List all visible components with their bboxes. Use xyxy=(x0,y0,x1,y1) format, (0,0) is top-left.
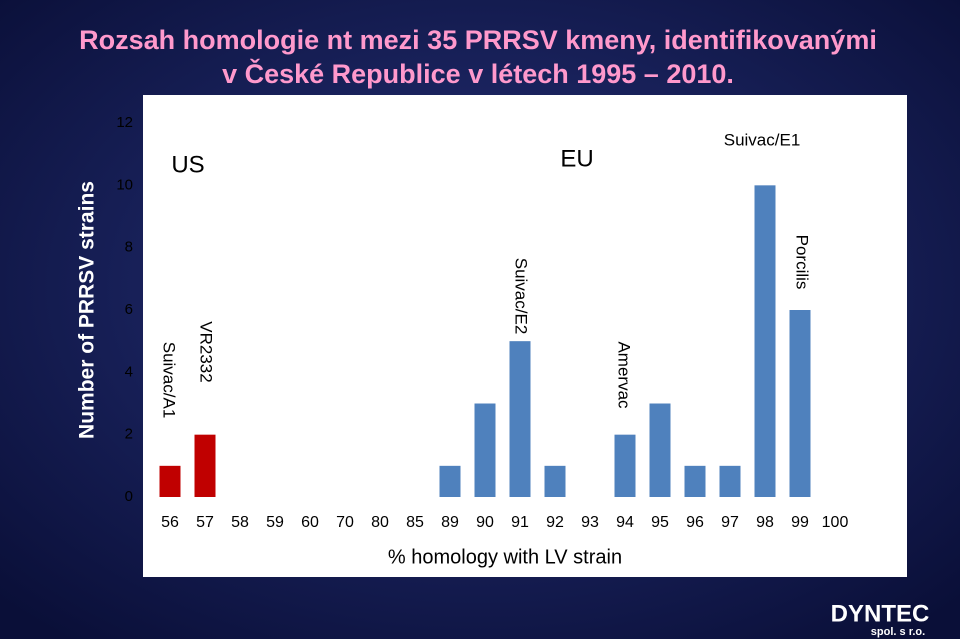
bar xyxy=(509,341,531,497)
bar xyxy=(789,310,811,497)
x-tick-label: 91 xyxy=(511,514,529,531)
x-tick-label: 92 xyxy=(546,514,564,531)
logo-name: DYNTEC xyxy=(831,600,930,627)
x-tick-label: 70 xyxy=(336,514,354,531)
bar xyxy=(439,465,461,497)
logo-subtitle: spol. s r.o. xyxy=(871,626,925,638)
x-tick-label: 89 xyxy=(441,514,459,531)
x-tick-label: 90 xyxy=(476,514,494,531)
y-tick-label: 0 xyxy=(125,488,133,505)
y-axis-label: Number of PRRSV strains xyxy=(76,181,99,439)
x-tick-label: 80 xyxy=(371,514,389,531)
bar xyxy=(544,465,566,497)
x-tick-label: 93 xyxy=(581,514,599,531)
x-tick-label: 59 xyxy=(266,514,284,531)
x-axis-label: % homology with LV strain xyxy=(388,546,622,568)
annotation: EU xyxy=(560,145,593,172)
bar xyxy=(684,465,706,497)
annotation: Amervac xyxy=(615,341,634,409)
x-tick-label: 56 xyxy=(161,514,179,531)
x-tick-label: 85 xyxy=(406,514,424,531)
annotation: US xyxy=(171,151,204,178)
x-tick-label: 99 xyxy=(791,514,809,531)
x-tick-label: 94 xyxy=(616,514,634,531)
annotation: Suivac/E1 xyxy=(724,130,801,149)
y-tick-label: 4 xyxy=(125,363,133,380)
x-tick-label: 100 xyxy=(822,514,849,531)
y-tick-label: 10 xyxy=(116,176,133,193)
bar xyxy=(754,185,776,498)
bar xyxy=(159,465,181,497)
title-line: v České Republice v létech 1995 – 2010. xyxy=(222,58,734,89)
bar xyxy=(719,465,741,497)
bar xyxy=(614,434,636,497)
y-tick-label: 2 xyxy=(125,426,133,443)
y-tick-label: 8 xyxy=(125,239,133,256)
annotation: Suivac/E2 xyxy=(512,258,531,335)
annotation: VR2332 xyxy=(197,321,216,382)
x-tick-label: 97 xyxy=(721,514,739,531)
bar xyxy=(194,434,216,497)
x-tick-label: 58 xyxy=(231,514,249,531)
bar xyxy=(649,403,671,497)
x-tick-label: 98 xyxy=(756,514,774,531)
annotation: Porcilis xyxy=(793,235,812,290)
x-tick-label: 96 xyxy=(686,514,704,531)
bar xyxy=(474,403,496,497)
y-tick-label: 6 xyxy=(125,301,133,318)
annotation: Suivac/A1 xyxy=(160,342,179,419)
title-line: Rozsah homologie nt mezi 35 PRRSV kmeny,… xyxy=(79,25,877,55)
x-tick-label: 60 xyxy=(301,514,319,531)
x-tick-label: 95 xyxy=(651,514,669,531)
y-tick-label: 12 xyxy=(116,114,133,131)
x-tick-label: 57 xyxy=(196,514,214,531)
